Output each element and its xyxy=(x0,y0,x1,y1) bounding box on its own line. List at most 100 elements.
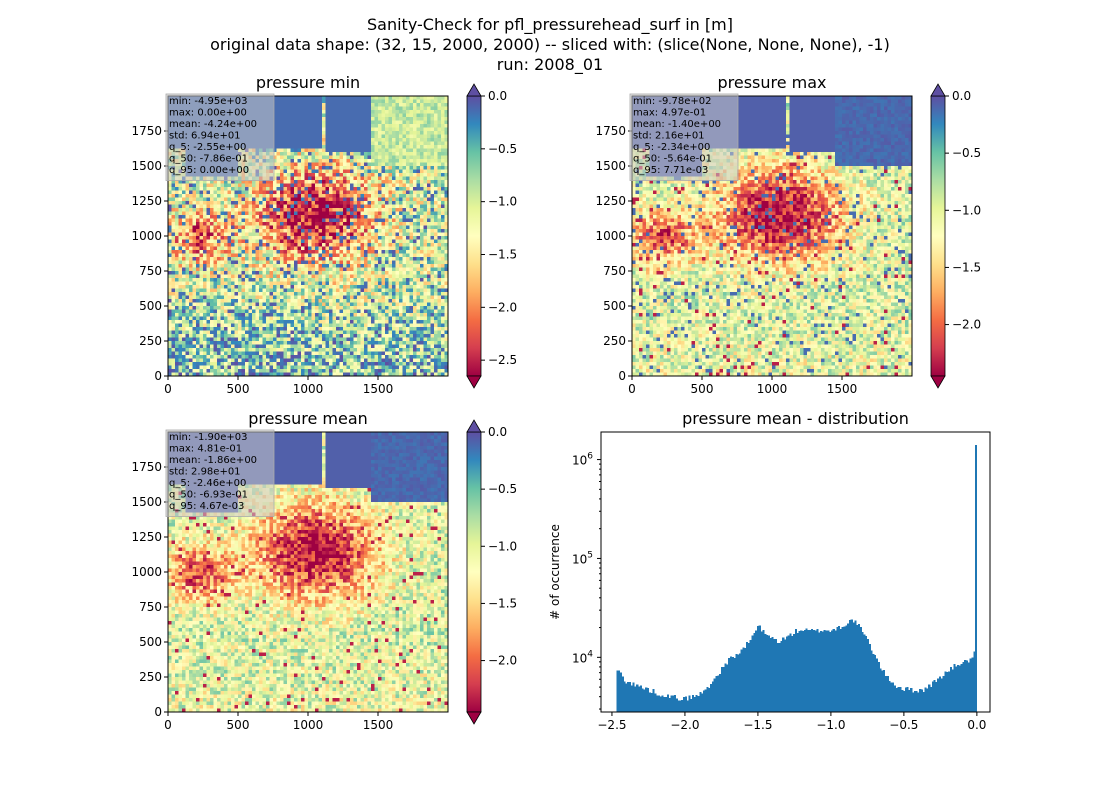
heatmap-cell xyxy=(325,141,330,146)
heatmap-cell xyxy=(406,232,410,237)
heatmap-cell xyxy=(339,274,344,279)
heatmap-cell xyxy=(339,176,344,181)
heatmap-cell xyxy=(185,302,190,307)
heatmap-cell xyxy=(364,124,368,128)
heatmap-cell xyxy=(227,264,232,268)
heatmap-cell xyxy=(427,138,431,142)
heatmap-cell xyxy=(171,190,176,195)
heatmap-cell xyxy=(322,204,326,209)
heatmap-cell xyxy=(385,278,389,282)
heatmap-cell xyxy=(371,232,375,237)
heatmap-cell xyxy=(210,218,214,223)
heatmap-cell xyxy=(294,162,298,167)
heatmap-cell xyxy=(213,299,218,303)
heatmap-cell xyxy=(280,176,284,181)
heatmap-cell xyxy=(325,309,330,314)
heatmap-cell xyxy=(399,274,403,279)
heatmap-cell xyxy=(287,169,291,174)
heatmap-cell xyxy=(224,239,228,244)
heatmap-cell xyxy=(402,229,407,233)
heatmap-cell xyxy=(329,218,333,223)
heatmap-cell xyxy=(220,222,225,226)
heatmap-cell xyxy=(325,134,330,139)
heatmap-cell xyxy=(276,159,281,163)
heatmap-cell xyxy=(168,260,172,265)
heatmap-cell xyxy=(416,264,421,268)
heatmap-cell xyxy=(336,253,340,258)
heatmap-cell xyxy=(294,190,298,195)
heatmap-cell xyxy=(224,288,228,293)
heatmap-cell xyxy=(318,155,323,160)
heatmap-cell xyxy=(441,257,445,261)
heatmap-cell xyxy=(273,292,277,296)
heatmap-cell xyxy=(206,260,211,265)
heatmap-cell xyxy=(423,190,428,195)
heatmap-cell xyxy=(332,204,337,209)
heatmap-cell xyxy=(413,302,417,307)
heatmap-cell xyxy=(339,106,344,111)
heatmap-cell xyxy=(238,250,242,254)
heatmap-cell xyxy=(374,222,379,226)
heatmap-cell xyxy=(378,232,382,237)
heatmap-cell xyxy=(395,288,400,293)
heatmap-cell xyxy=(185,190,190,195)
heatmap-cell xyxy=(406,187,410,191)
heatmap-cell xyxy=(283,134,288,139)
heatmap-cell xyxy=(388,278,393,282)
heatmap-cell xyxy=(276,106,281,111)
heatmap-cell xyxy=(224,274,228,279)
heatmap-cell xyxy=(315,120,319,125)
heatmap-cell xyxy=(182,243,186,247)
heatmap-cell xyxy=(392,243,396,247)
heatmap-cell xyxy=(395,169,400,174)
heatmap-cell xyxy=(343,246,347,251)
heatmap-cell xyxy=(357,288,361,293)
heatmap-cell xyxy=(381,162,386,167)
heatmap-cell xyxy=(213,253,218,258)
heatmap-cell xyxy=(364,302,368,307)
heatmap-cell xyxy=(357,96,361,100)
heatmap-cell xyxy=(381,236,386,240)
heatmap-cell xyxy=(388,218,393,223)
heatmap-cell xyxy=(399,285,403,289)
heatmap-cell xyxy=(220,211,225,216)
heatmap-cell xyxy=(196,222,200,226)
heatmap-cell xyxy=(388,295,393,300)
heatmap-cell xyxy=(413,124,417,128)
heatmap-cell xyxy=(430,183,435,188)
heatmap-cell xyxy=(315,138,319,142)
heatmap-cell xyxy=(392,222,396,226)
heatmap-cell xyxy=(273,246,277,251)
heatmap-cell xyxy=(329,127,333,132)
heatmap-cell xyxy=(273,302,277,307)
heatmap-cell xyxy=(273,281,277,286)
heatmap-cell xyxy=(199,236,204,240)
heatmap-cell xyxy=(297,211,302,216)
heatmap-cell xyxy=(444,152,449,156)
heatmap-cell xyxy=(325,197,330,202)
heatmap-cell xyxy=(423,299,428,303)
heatmap-cell xyxy=(399,96,403,100)
heatmap-cell xyxy=(210,264,214,268)
heatmap-cell xyxy=(273,113,277,118)
heatmap-cell xyxy=(322,169,326,174)
heatmap-cell xyxy=(287,117,291,121)
heatmap-cell xyxy=(241,267,246,272)
heatmap-cell xyxy=(210,313,214,317)
heatmap-cell xyxy=(280,285,284,289)
heatmap-cell xyxy=(315,194,319,198)
heatmap-cell xyxy=(434,166,438,170)
heatmap-cell xyxy=(416,225,421,230)
heatmap-cell xyxy=(234,292,239,296)
heatmap-cell xyxy=(311,285,316,289)
heatmap-cell xyxy=(273,127,277,132)
heatmap-cell xyxy=(322,194,326,198)
heatmap-cell xyxy=(395,267,400,272)
heatmap-cell xyxy=(206,250,211,254)
heatmap-cell xyxy=(353,271,358,275)
heatmap-cell xyxy=(420,257,424,261)
heatmap-cell xyxy=(192,264,197,268)
heatmap-cell xyxy=(304,169,309,174)
heatmap-cell xyxy=(430,173,435,177)
heatmap-cell xyxy=(371,117,375,121)
